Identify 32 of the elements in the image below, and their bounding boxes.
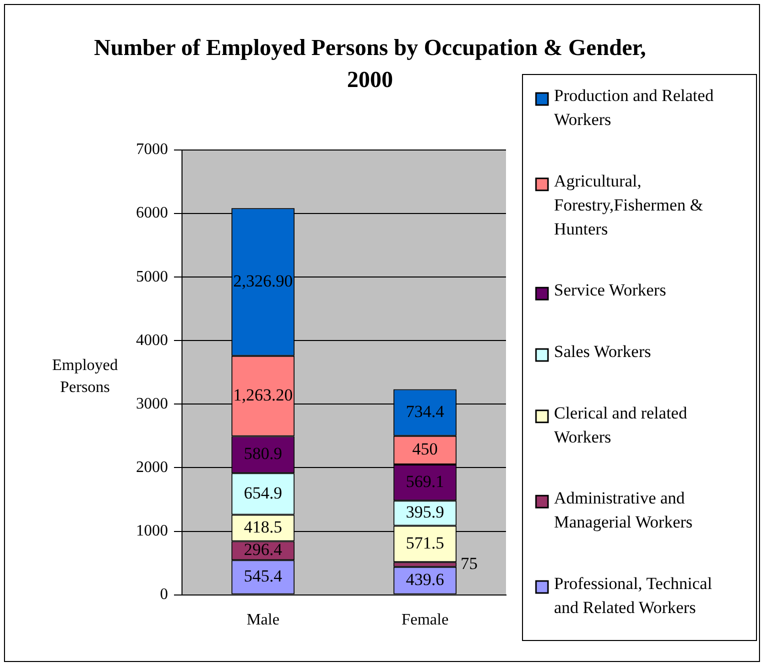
x-tick-label: Male: [246, 612, 280, 629]
data-label: 439.6: [406, 570, 444, 590]
y-tick-label: 6000: [136, 204, 168, 222]
legend-label: Clerical and related Workers: [554, 403, 688, 446]
data-label: 450: [412, 440, 438, 459]
y-tick-label: 4000: [136, 332, 168, 349]
data-label: 734.4: [406, 402, 445, 422]
legend-label: Agricultural, Forestry,Fishermen & Hunters: [554, 171, 704, 238]
data-label: 569.1: [406, 472, 444, 492]
x-tick-label: Female: [401, 612, 449, 629]
data-label: 1,263.20: [233, 386, 293, 405]
y-axis-title: Employed Persons: [51, 356, 119, 398]
data-label: 75: [460, 554, 478, 573]
data-label: 545.4: [244, 566, 283, 586]
data-label: 296.4: [244, 540, 283, 560]
data-label: 654.9: [244, 483, 282, 502]
y-tick-label: 0: [160, 586, 168, 604]
y-tick-label: 7000: [136, 141, 168, 158]
data-label: 418.5: [244, 517, 282, 536]
legend-label: Administrative and Managerial Workers: [554, 488, 693, 532]
data-label: 395.9: [406, 502, 444, 522]
y-tick-label: 1000: [136, 522, 168, 540]
legend-label: Professional, Technical and Related Workers: [554, 574, 712, 617]
data-label: 2,326.90: [233, 271, 293, 290]
legend-label: Service Workers: [554, 280, 666, 300]
y-tick-label: 2000: [136, 458, 168, 476]
data-label: 580.9: [244, 444, 282, 464]
legend-label: Production and Related Workers: [554, 86, 714, 129]
legend-label: Sales Workers: [554, 342, 651, 361]
y-tick-label: 3000: [136, 395, 168, 412]
data-label: 571.5: [406, 533, 444, 552]
y-tick-label: 5000: [136, 268, 168, 286]
